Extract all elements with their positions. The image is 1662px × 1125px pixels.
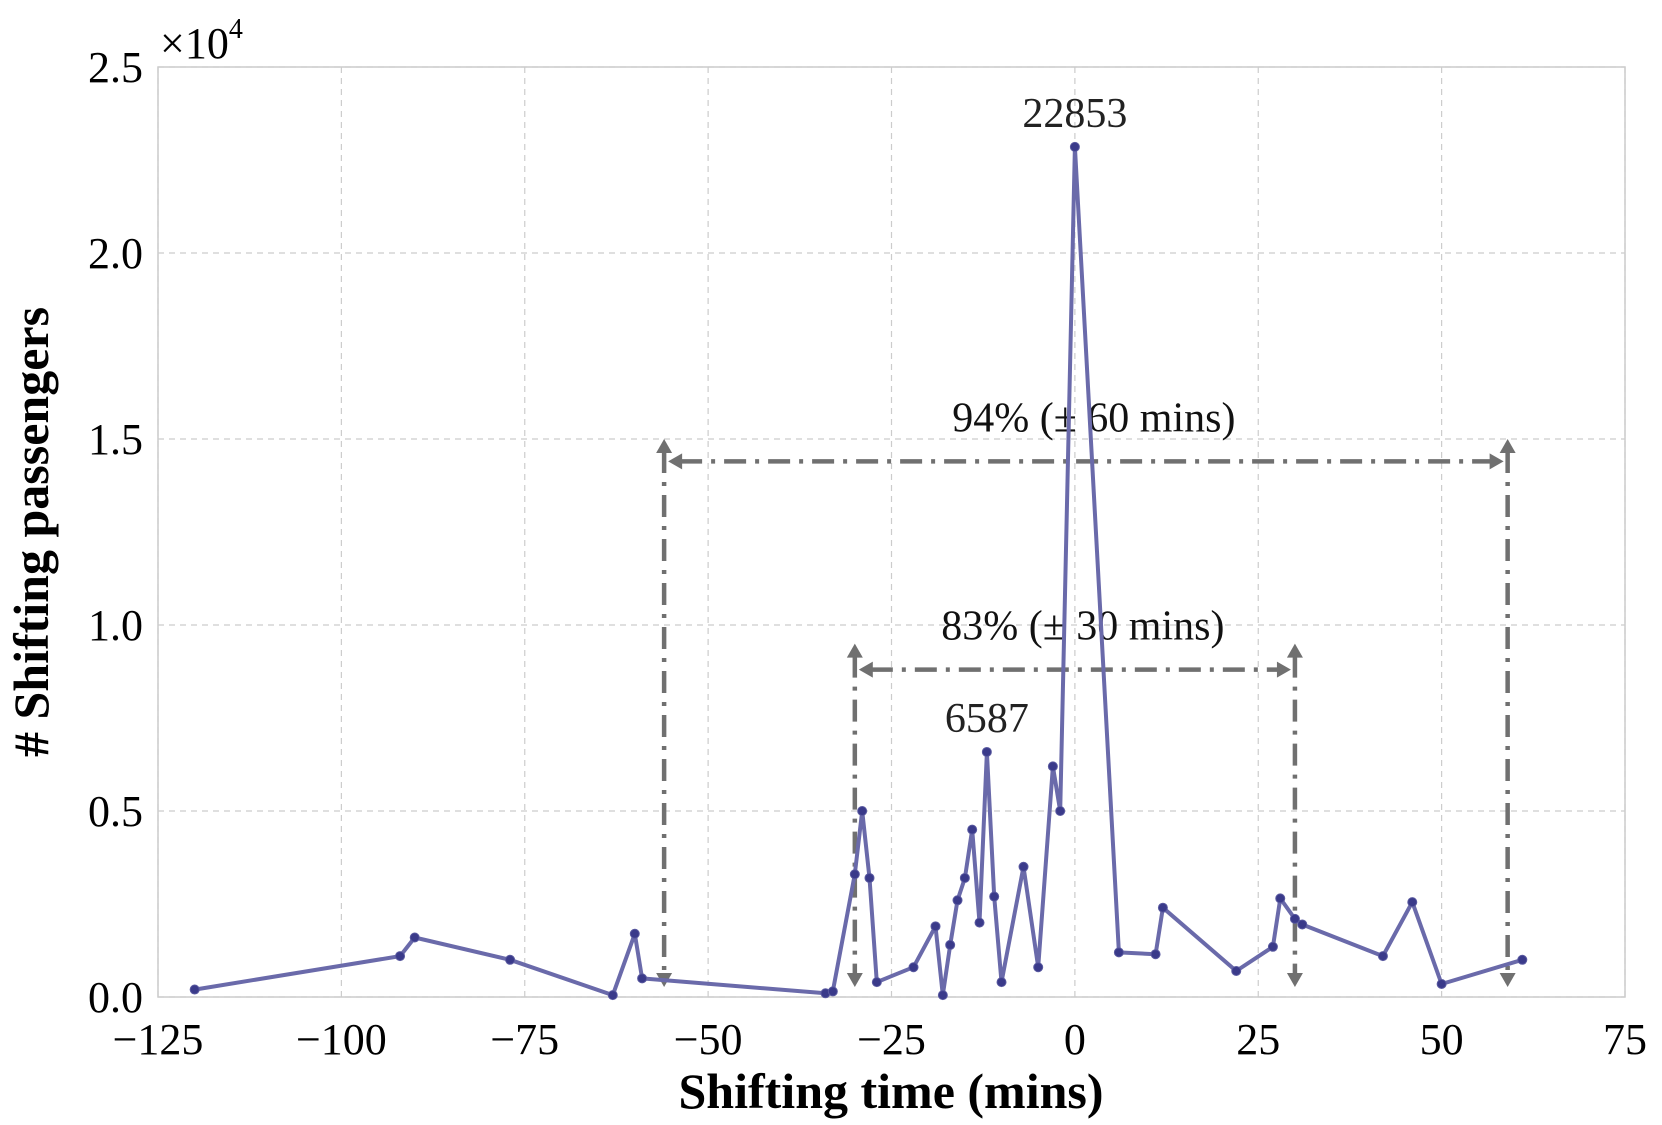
range-left-arrowhead [858, 661, 873, 678]
data-point [952, 895, 963, 906]
data-point [637, 973, 648, 984]
peak-annotations: 22853 6587 [945, 91, 1128, 742]
data-point [974, 917, 985, 928]
range-top-arrowhead [656, 439, 673, 453]
x-tick-label: −50 [674, 1015, 743, 1064]
y-multiplier: ×104 [160, 14, 243, 68]
tick-labels: −125 −100 −75 −50 −25 0 25 50 75 0.0 0.5 1.0 1.5 2.0 2… [88, 43, 1647, 1064]
data-point [959, 872, 970, 883]
y-axis-title: # Shifting passengers [3, 307, 59, 757]
data-point [930, 921, 941, 932]
x-tick-label: 25 [1236, 1015, 1280, 1064]
data-point [996, 977, 1007, 988]
range-top-arrowhead [1499, 439, 1516, 453]
data-point [945, 939, 956, 950]
data-point [1231, 965, 1242, 976]
x-tick-label: −125 [113, 1015, 204, 1064]
data-point [864, 872, 875, 883]
data-point [1150, 949, 1161, 960]
range-top-arrowhead [846, 643, 863, 658]
x-tick-label: −100 [296, 1015, 387, 1064]
data-point [1055, 806, 1066, 816]
range-label: 83% (± 30 mins) [941, 604, 1224, 650]
range-label: 94% (± 60 mins) [952, 395, 1235, 441]
data-point [981, 746, 992, 757]
range-left-arrowhead [668, 453, 683, 470]
data-point [1436, 978, 1447, 989]
data-point [1407, 897, 1418, 908]
x-tick-label: −75 [490, 1015, 559, 1064]
range-bottom-arrowhead [1286, 973, 1303, 987]
data-point [1157, 902, 1168, 913]
x-axis-title: Shifting time (mins) [679, 1063, 1104, 1119]
data-point [1289, 913, 1300, 924]
data-point [827, 986, 838, 997]
y-tick-label: 1.0 [88, 601, 143, 650]
data-point [1267, 941, 1278, 952]
data-point [607, 990, 618, 1001]
data-point [967, 824, 978, 835]
data-point [1517, 954, 1528, 965]
data-point [871, 977, 882, 988]
data-point [857, 806, 868, 816]
x-tick-label: −25 [857, 1015, 926, 1064]
x-tick-label: 50 [1420, 1015, 1464, 1064]
series-line-path [194, 144, 1523, 998]
data-point [409, 932, 420, 943]
range-bottom-arrowhead [1499, 973, 1516, 987]
data-point [1069, 141, 1080, 152]
range-brackets: 94% (± 60 mins) 83% (± 30 mins) [656, 395, 1516, 987]
range-bottom-arrowhead [846, 973, 863, 987]
data-point [505, 954, 516, 965]
y-tick-label: 2.0 [88, 229, 143, 278]
data-point [1297, 919, 1308, 930]
data-point [189, 984, 200, 995]
peak-label: 22853 [1022, 91, 1127, 137]
data-point [1033, 962, 1044, 973]
y-tick-label: 0.0 [88, 973, 143, 1022]
y-tick-label: 1.5 [88, 415, 143, 464]
data-point [937, 990, 948, 1001]
y-tick-label: 0.5 [88, 787, 143, 836]
y-tick-label: 2.5 [88, 43, 143, 92]
data-point [989, 891, 1000, 902]
x-tick-label: 0 [1064, 1015, 1086, 1064]
data-point [629, 928, 640, 939]
range-top-arrowhead [1286, 643, 1303, 658]
data-point [1018, 861, 1029, 872]
x-tick-label: 75 [1603, 1015, 1647, 1064]
data-point [1377, 951, 1388, 962]
plot-frame [157, 66, 1626, 998]
data-point [1275, 893, 1286, 904]
peak-label: 6587 [945, 696, 1029, 742]
series-line [189, 141, 1528, 1001]
data-point [908, 962, 919, 973]
data-point [395, 951, 406, 962]
grid-lines [157, 66, 1626, 998]
data-point [1113, 947, 1124, 958]
data-point [1047, 761, 1058, 772]
data-point [849, 869, 860, 880]
range-right-arrowhead [1276, 661, 1291, 678]
range-right-arrowhead [1489, 453, 1504, 470]
